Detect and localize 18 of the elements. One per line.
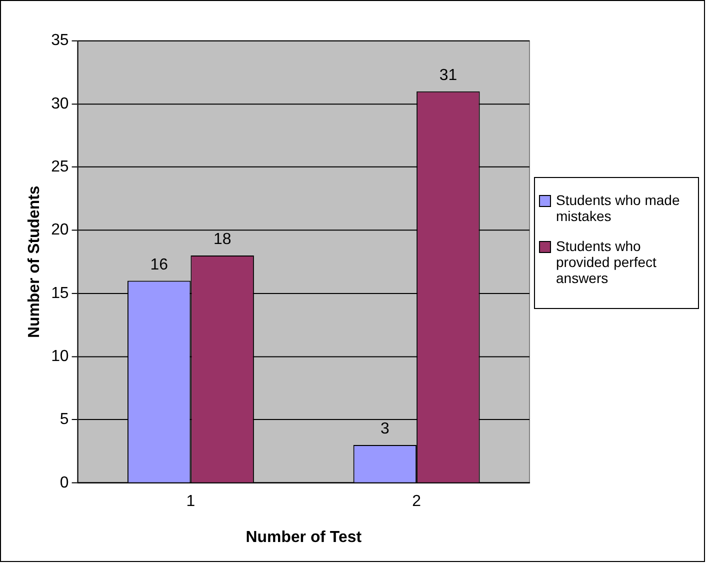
x-tick-label: 2 bbox=[412, 492, 422, 510]
y-tick-label: 25 bbox=[51, 158, 69, 176]
y-tick-label: 15 bbox=[51, 284, 69, 302]
y-tick-label: 20 bbox=[51, 222, 69, 239]
y-tick-label: 30 bbox=[51, 95, 69, 112]
y-tick-label: 0 bbox=[60, 474, 69, 492]
y-tick-label: 5 bbox=[60, 411, 69, 428]
y-tick-label: 10 bbox=[51, 348, 69, 365]
legend-label: Students who made mistakes bbox=[556, 192, 681, 224]
y-tick-label: 35 bbox=[51, 32, 69, 50]
x-axis-title: Number of Test bbox=[246, 528, 362, 546]
data-label: 3 bbox=[380, 420, 390, 438]
y-axis-title: Number of Students bbox=[26, 186, 43, 338]
data-label: 16 bbox=[150, 256, 168, 274]
legend-label: Students who provided perfect answers bbox=[556, 238, 658, 286]
x-tick-label: 1 bbox=[186, 492, 196, 510]
data-label: 31 bbox=[439, 66, 458, 84]
data-label: 18 bbox=[213, 231, 232, 248]
